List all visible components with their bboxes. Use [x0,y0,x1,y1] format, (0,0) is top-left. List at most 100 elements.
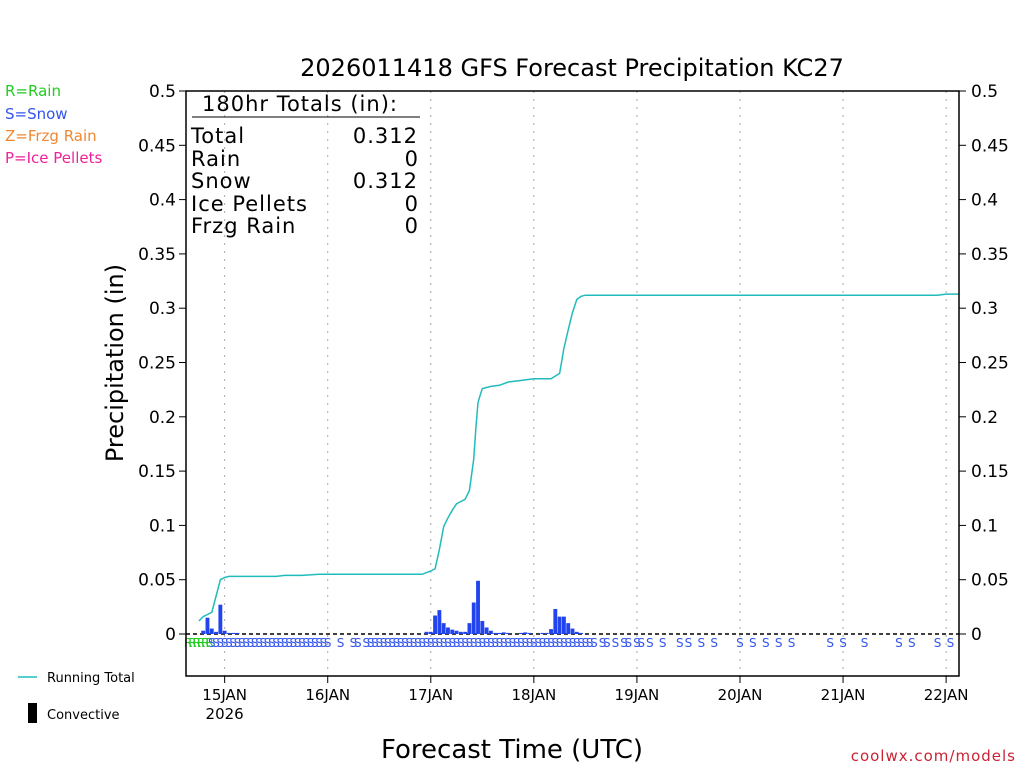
rain-mark: R [188,636,196,650]
precip-bars [201,580,584,634]
snow-mark: S [526,636,534,650]
y-tick-label-left: 0.2 [149,408,176,428]
x-tick-year-label: 2026 [206,705,244,723]
y-tick-label-left: 0.15 [138,462,176,482]
precip-bar [222,630,227,634]
y-tick-label-right: 0.15 [971,462,1009,482]
snow-mark: S [934,636,942,650]
snow-mark: S [517,636,525,650]
snow-mark: S [285,636,293,650]
precip-bar [579,632,584,634]
snow-mark: S [436,636,444,650]
precip-bar [463,631,468,634]
snow-mark: S [659,636,667,650]
precip-bar [544,632,549,634]
precip-bar [428,631,433,634]
precip-bar [467,623,472,634]
legend-snow: S=Snow [5,105,68,123]
precip-bar [446,627,450,634]
snow-mark: S [839,636,847,650]
rain-mark: R [193,636,201,650]
precip-bar [424,631,429,634]
snow-mark: S [320,636,328,650]
y-tick-label-right: 0.3 [971,299,998,319]
snow-mark: S [530,636,538,650]
y-tick-label-right: 0 [971,625,982,645]
snow-mark: S [375,636,383,650]
x-tick-label: 19JAN [615,686,660,704]
precip-bar [570,628,575,634]
precip-bar [235,632,240,634]
snow-mark: S [534,636,542,650]
snow-mark: S [388,636,396,650]
snow-mark: S [380,636,388,650]
snow-mark: S [564,636,572,650]
legend-frzg-rain: Z=Frzg Rain [5,127,97,145]
snow-mark: S [298,636,306,650]
snow-mark: S [324,636,332,650]
snow-mark: S [427,636,435,650]
y-tick-label-right: 0.35 [971,245,1009,265]
precip-bar [561,616,566,634]
snow-mark: S [418,636,426,650]
snow-mark: S [749,636,757,650]
snow-mark: S [496,636,504,650]
snow-mark: S [371,636,379,650]
precip-bar [471,602,476,634]
precip-bar [441,623,446,634]
legend-running-total: Running Total [47,671,135,686]
precip-bar [493,632,498,634]
legend-rain: R=Rain [5,82,61,100]
series-legend: Running Total Convective [18,671,135,723]
y-axis-label: Precipitation (in) [101,264,129,462]
snow-mark: S [603,636,611,650]
precip-bar [549,629,553,634]
snow-mark: S [354,636,362,650]
snow-mark: S [590,636,598,650]
snow-mark: S [479,636,487,650]
snow-mark: S [775,636,783,650]
totals-heading: 180hr Totals (in): [202,92,398,116]
totals-value-snow: 0.312 [353,169,418,193]
snow-mark: S [491,636,499,650]
snow-mark: S [315,636,323,650]
snow-mark: S [294,636,302,650]
rain-mark: R [201,636,209,650]
precip-bar [484,627,489,634]
precip-bar [231,632,236,634]
snow-mark: S [826,636,834,650]
gridlines [186,91,959,676]
y-tick-label-left: 0 [165,625,176,645]
precip-bar [566,623,571,634]
snow-mark: S [363,636,371,650]
snow-mark: S [599,636,607,650]
snow-mark: S [521,636,529,650]
legend-ice-pellets: P=Ice Pellets [5,149,102,167]
x-tick-label: 20JAN [718,686,763,704]
snow-mark: S [251,636,259,650]
x-tick-label: 16JAN [305,686,350,704]
snow-mark: S [556,636,564,650]
precip-type-legend: R=Rain S=Snow Z=Frzg Rain P=Ice Pellets [5,82,102,167]
precip-bar [523,632,528,634]
totals-value-frzg-rain: 0 [405,214,418,238]
y-tick-label-left: 0.35 [138,245,176,265]
snow-mark: S [513,636,521,650]
snow-mark: S [302,636,310,650]
precip-bar [506,632,511,634]
snow-mark: S [337,636,345,650]
precip-bar [476,580,480,634]
snow-mark: S [474,636,482,650]
plot-frame [185,90,960,677]
y-tick-label-right: 0.2 [971,408,998,428]
snow-mark: S [217,636,225,650]
rain-mark: R [184,636,192,650]
running-total-line [198,293,959,622]
snow-mark: S [698,636,706,650]
x-tick-label: 22JAN [924,686,969,704]
precip-bar [527,632,532,634]
snow-mark: S [444,636,452,650]
snow-mark: S [268,636,276,650]
snow-mark: S [577,636,585,650]
snow-mark: S [788,636,796,650]
